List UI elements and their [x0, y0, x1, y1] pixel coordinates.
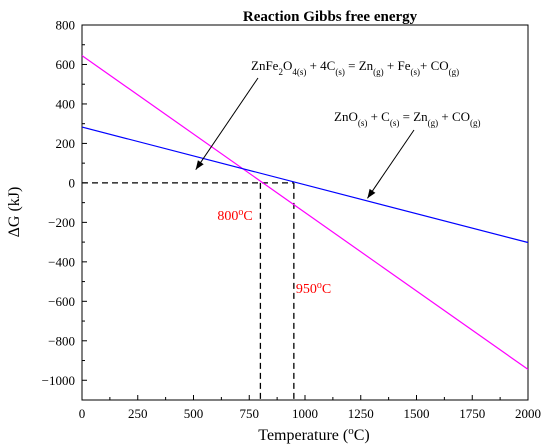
znfe2o4-reaction-line: [81, 55, 529, 370]
x-tick-label: 250: [128, 406, 148, 421]
annotation-arrow-head: [195, 160, 204, 170]
zno-reaction-line: [81, 126, 529, 244]
x-axis-label-sup: o: [348, 425, 354, 437]
annotation-arrow-line: [367, 129, 415, 199]
zno-equation: ZnO(s) + C(s) = Zn(g) + CO(g): [334, 109, 481, 128]
x-tick-label: 0: [79, 406, 86, 421]
annotation-arrow-head: [367, 188, 376, 199]
chart-title: Reaction Gibbs free energy: [243, 9, 418, 25]
znfe2o4-equation: ZnFe2O4(s) + 4C(s) = Zn(g) + Fe(s)+ CO(g…: [251, 58, 459, 77]
y-tick-label: 0: [69, 175, 76, 190]
x-tick-label: 2000: [515, 406, 541, 421]
y-tick-label: 600: [56, 57, 76, 72]
x-axis-label-main: Temperature (: [258, 427, 348, 444]
x-tick-label: 1250: [348, 406, 374, 421]
x-axis-label-tail: C): [354, 427, 370, 444]
x-tick-label: 1750: [459, 406, 485, 421]
axes: 0 250 500 750 1000 1250 1500 1750 20008006004002…: [42, 18, 541, 422]
y-tick-label: −200: [48, 215, 75, 230]
marker-label-950: 950oC: [296, 280, 331, 298]
x-tick-label: 1500: [404, 406, 430, 421]
y-tick-label: −1000: [42, 373, 75, 388]
x-tick-label: 750: [240, 406, 260, 421]
x-tick-label: 1000: [292, 406, 318, 421]
y-tick-label: −600: [48, 294, 75, 309]
y-tick-label: −800: [48, 333, 75, 348]
series-lines: [81, 55, 529, 370]
y-tick-label: 200: [56, 136, 76, 151]
x-axis-label: Temperature (oC): [258, 425, 369, 444]
annotation-arrow-line: [195, 77, 259, 170]
y-axis-label: ΔG (kJ): [6, 187, 23, 238]
y-tick-label: −400: [48, 254, 75, 269]
y-tick-label: 400: [56, 96, 76, 111]
dashed-guides: [82, 182, 295, 400]
x-tick-label: 500: [184, 406, 204, 421]
y-tick-label: 800: [56, 18, 76, 33]
annotations: 800oC 950oC ZnFe2O4(s) + 4C(s) = Zn(g) + F…: [195, 58, 481, 298]
marker-label-800: 800oC: [217, 207, 252, 225]
